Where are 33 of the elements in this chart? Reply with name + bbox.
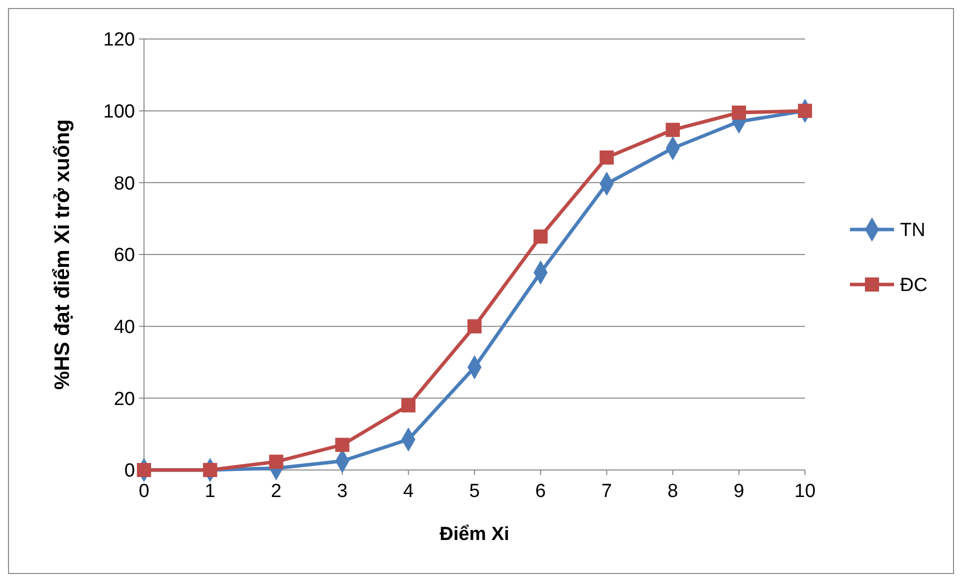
y-tick-label: 60 — [114, 245, 135, 266]
point — [798, 104, 812, 118]
x-tick-label: 5 — [469, 481, 480, 502]
point — [534, 229, 548, 244]
x-tick-label: 0 — [138, 481, 150, 502]
x-tick-label: 7 — [601, 481, 612, 502]
y-tick-label: 100 — [103, 101, 135, 122]
point — [600, 150, 614, 165]
y-tick-label: 0 — [124, 460, 135, 482]
point — [203, 462, 218, 478]
x-tick-label: 1 — [204, 481, 216, 502]
x-tick-label: 8 — [668, 481, 678, 502]
x-tick-label: 3 — [337, 481, 348, 502]
legend-label: ĐC — [900, 275, 928, 296]
y-axis-title: %HS đạt điểm Xi trở xuống — [51, 119, 74, 390]
x-tick-label: 4 — [403, 481, 414, 502]
point — [136, 462, 152, 478]
x-axis-title: Điểm Xi — [440, 524, 510, 545]
point — [732, 106, 746, 120]
y-tick-label: 20 — [114, 388, 135, 410]
y-tick-label: 40 — [114, 316, 135, 338]
x-tick-label: 2 — [270, 481, 282, 502]
x-tick-label: 10 — [794, 481, 816, 502]
point — [269, 454, 284, 469]
point — [401, 398, 416, 412]
x-tick-label: 9 — [734, 481, 744, 502]
legend-label: TN — [900, 220, 926, 242]
y-tick-label: 80 — [114, 173, 135, 194]
x-tick-label: 6 — [535, 481, 546, 502]
point — [335, 438, 350, 452]
point — [666, 122, 680, 137]
y-tick-label: 120 — [103, 30, 135, 51]
point — [467, 319, 482, 334]
